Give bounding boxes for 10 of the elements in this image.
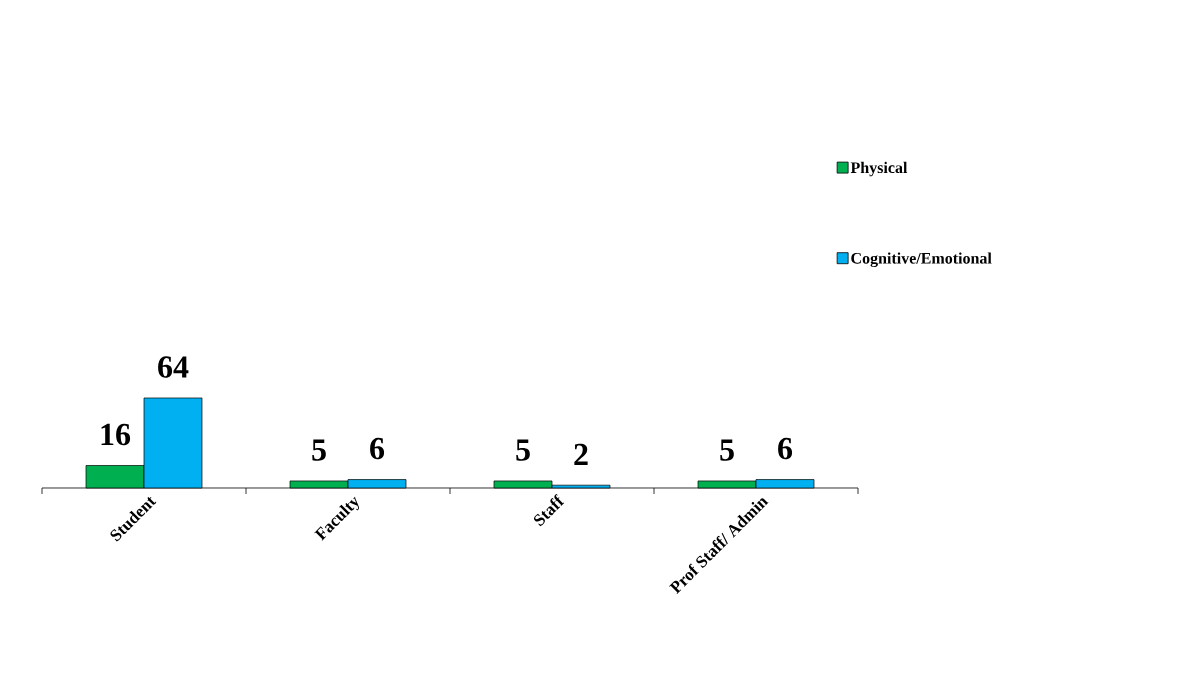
data-label: 2 <box>574 443 588 465</box>
data-label: 6 <box>370 437 385 460</box>
data-label: 5 <box>720 439 734 461</box>
legend-label: Physical <box>850 161 908 177</box>
data-label: 5 <box>516 439 530 461</box>
data-label: 5 <box>312 439 326 461</box>
data-label: 16 <box>101 423 131 446</box>
data-label: 64 <box>158 356 189 378</box>
data-label: 6 <box>778 437 793 460</box>
legend-label: Cognitive/Emotional <box>851 252 992 268</box>
